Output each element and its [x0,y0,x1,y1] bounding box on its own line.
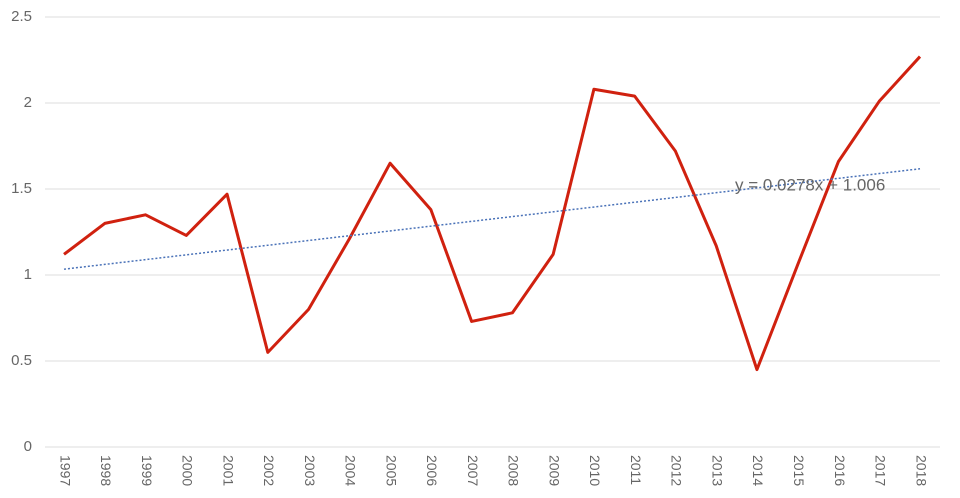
y-tick-label: 1.5 [11,180,32,197]
x-tick-label: 2017 [873,455,889,486]
x-tick-label: 2014 [750,455,766,486]
x-tick-label: 2016 [832,455,848,486]
x-tick-label: 1999 [139,455,155,486]
y-tick-label: 1 [24,266,32,283]
y-tick-label: 0.5 [11,352,32,369]
x-tick-label: 2013 [709,455,725,486]
trend-equation: y = 0.0278x + 1.006 [735,175,885,194]
x-tick-label: 2002 [261,455,277,486]
x-tick-label: 2005 [383,455,399,486]
data-line [63,55,922,372]
x-tick-label: 2007 [465,455,481,486]
x-tick-label: 1997 [57,455,73,486]
y-tick-label: 0 [24,438,32,455]
x-tick-label: 2018 [913,455,929,486]
x-tick-label: 2015 [791,455,807,486]
x-tick-label: 2010 [587,455,603,486]
y-tick-label: 2.5 [11,8,32,25]
x-tick-label: 2012 [669,455,685,486]
x-tick-label: 2003 [302,455,318,486]
x-tick-label: 2008 [506,455,522,486]
x-tick-label: 2000 [180,455,196,486]
x-tick-label: 2004 [343,455,359,486]
x-tick-label: 2011 [628,455,644,485]
y-tick-label: 2 [24,94,32,111]
x-tick-label: 2009 [546,455,562,486]
x-tick-label: 2001 [220,455,236,486]
x-tick-label: 2006 [424,455,440,486]
x-tick-label: 1998 [98,455,114,486]
